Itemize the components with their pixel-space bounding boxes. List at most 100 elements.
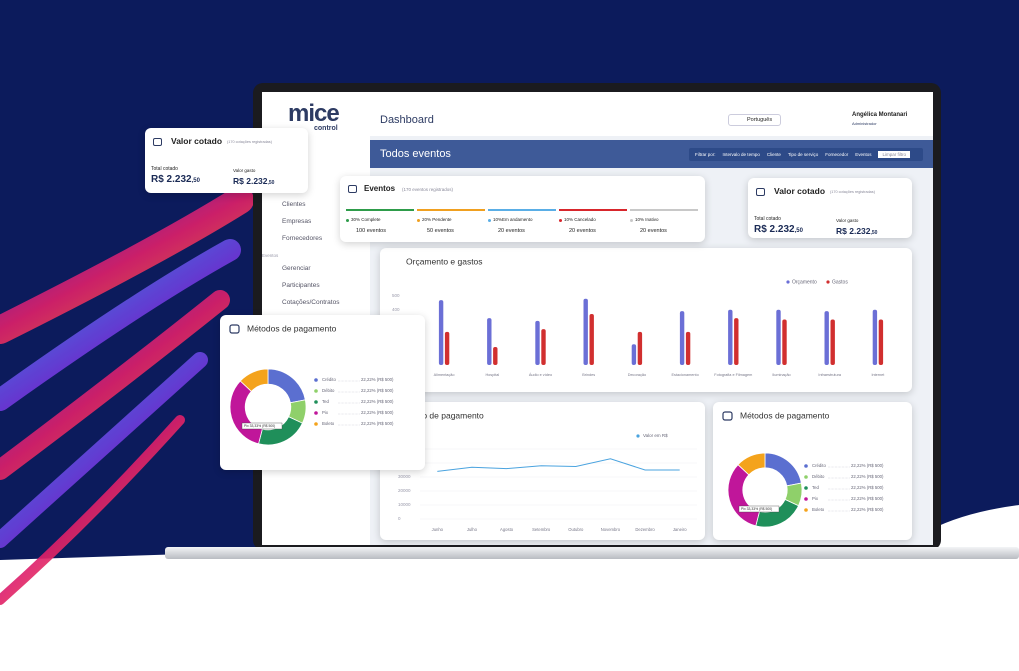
- nav-item[interactable]: Cotações/Contratos: [282, 299, 340, 306]
- filter[interactable]: Intervalo de tempo: [722, 151, 760, 157]
- total-cents: ,50: [794, 228, 803, 234]
- nav-section: Eventos: [262, 253, 279, 258]
- x-tick-label: Novembro: [601, 527, 621, 532]
- progress-segment: [417, 209, 485, 211]
- bar: [728, 309, 733, 365]
- x-tick-label: Janeiro: [673, 527, 687, 532]
- quote-title: Valor cotado: [171, 136, 223, 146]
- legend-dot: [636, 434, 640, 438]
- events-title: Eventos: [364, 184, 396, 193]
- filter[interactable]: Cliente: [766, 151, 781, 157]
- legend-dot: [804, 464, 808, 468]
- page-title: Dashboard: [380, 114, 434, 126]
- chart-title: Orçamento e gastos: [406, 256, 483, 266]
- legend-dot: [786, 280, 790, 284]
- total-amount: R$ 2.232: [754, 224, 795, 235]
- x-tick-label: Dezembro: [635, 527, 655, 532]
- logo-sub: control: [314, 125, 338, 132]
- legend-label: Orçamento: [792, 279, 817, 285]
- filter[interactable]: Tipo de serviço: [787, 151, 819, 157]
- nav-item[interactable]: Gerenciar: [282, 265, 311, 272]
- user-role: Administrador: [852, 121, 877, 126]
- legend-dot: [314, 422, 318, 426]
- progress-segment: [630, 209, 698, 211]
- events-subtitle: (170 eventos registrados): [402, 187, 454, 192]
- chart-title: Métodos de pagamento: [740, 410, 830, 420]
- legend-value: 22,22% (R$ 500): [361, 377, 394, 382]
- bar: [782, 319, 787, 365]
- language-select[interactable]: Português: [728, 114, 782, 126]
- budget-card: Orçamento e gastos0100200300400500Orçame…: [380, 248, 912, 392]
- total-value: R$ 2.232,50: [754, 224, 803, 235]
- header: Dashboard Português Angélica Montanari A…: [370, 92, 933, 136]
- pie-slice: [239, 368, 269, 392]
- nav-item[interactable]: Empresas: [282, 218, 312, 225]
- legend-value: 22,22% (R$ 500): [361, 399, 394, 404]
- spent-cents: ,50: [870, 230, 878, 236]
- legend-label: Débito: [812, 474, 825, 479]
- bar: [734, 318, 739, 365]
- tooltip: Pix 33,33% (R$ 500): [244, 424, 275, 428]
- y-tick-label: 0: [398, 516, 401, 521]
- legend-label: Pix: [812, 496, 819, 501]
- progress-segment: [488, 209, 556, 211]
- tooltip-box: [738, 505, 780, 513]
- x-tick-label: Iluminação: [772, 373, 790, 377]
- legend-label: Boleto: [812, 507, 825, 512]
- pie-slice: [258, 416, 303, 446]
- legend-label: Crédito: [322, 377, 336, 382]
- x-tick-label: Outubro: [568, 527, 584, 532]
- bar: [583, 298, 588, 365]
- legend-value: 22,22% (R$ 500): [361, 410, 394, 415]
- line: [437, 458, 680, 472]
- total-label: Total cotado: [151, 166, 178, 172]
- x-tick-label: Áudio e vídeo: [529, 373, 552, 377]
- legend-dot: [804, 475, 808, 479]
- methods-card: Métodos de pagamento Crédito 22,22% (R$ 50…: [220, 315, 425, 470]
- line-chart: Histórico de pagamento010000200003000040…: [394, 410, 697, 532]
- status-count: 50 eventos: [427, 228, 454, 234]
- x-tick-label: Infraestrutura: [818, 373, 841, 377]
- x-tick-label: Decoração: [628, 373, 646, 377]
- pie-chart: Métodos de pagamento Crédito 22,22% (R$ 50…: [229, 323, 394, 446]
- legend-dot: [314, 378, 318, 382]
- filter[interactable]: Eventos: [855, 151, 872, 157]
- spent-label: Valor gasto: [233, 168, 256, 173]
- nav-item[interactable]: Fornecedores: [282, 235, 323, 242]
- filter[interactable]: Fornecedor: [825, 151, 849, 157]
- pie-slice: [267, 368, 306, 404]
- y-tick-label: 400: [392, 307, 400, 312]
- bar: [589, 313, 594, 365]
- status-label: 10% Cancelado: [564, 217, 596, 222]
- bar: [438, 300, 444, 365]
- bar: [541, 329, 546, 365]
- bar: [685, 331, 691, 365]
- x-tick-label: Junho: [432, 527, 444, 532]
- nav-item[interactable]: Clientes: [282, 201, 306, 208]
- status-count: 20 eventos: [498, 228, 525, 234]
- bar: [631, 344, 637, 365]
- bar: [878, 319, 884, 365]
- pie-slice: [727, 464, 760, 527]
- icon: [722, 411, 733, 421]
- x-tick-label: Fotografia e Filmagem: [714, 373, 752, 377]
- legend-dot: [826, 280, 830, 284]
- legend-value: 22,22% (R$ 500): [851, 507, 884, 512]
- user-name[interactable]: Angélica Montanari: [852, 112, 908, 118]
- status-dot: [488, 219, 491, 222]
- legend-dot: [804, 508, 808, 512]
- tooltip-box: [241, 422, 283, 430]
- bar: [535, 320, 540, 365]
- status-count: 100 eventos: [356, 228, 386, 234]
- filter-label: Filtrar por:: [695, 151, 716, 157]
- progress-segment: [559, 209, 627, 211]
- toolbar-title: Todos eventos: [380, 148, 451, 160]
- nav-item[interactable]: Participantes: [282, 282, 320, 289]
- clear-filter[interactable]: Limpar filtro: [878, 150, 910, 158]
- x-tick-label: Setembro: [532, 527, 551, 532]
- legend-value: 22,22% (R$ 500): [851, 474, 884, 479]
- bar: [830, 319, 835, 365]
- legend-label: Débito: [322, 388, 335, 393]
- legend-label: Gastos: [832, 279, 848, 285]
